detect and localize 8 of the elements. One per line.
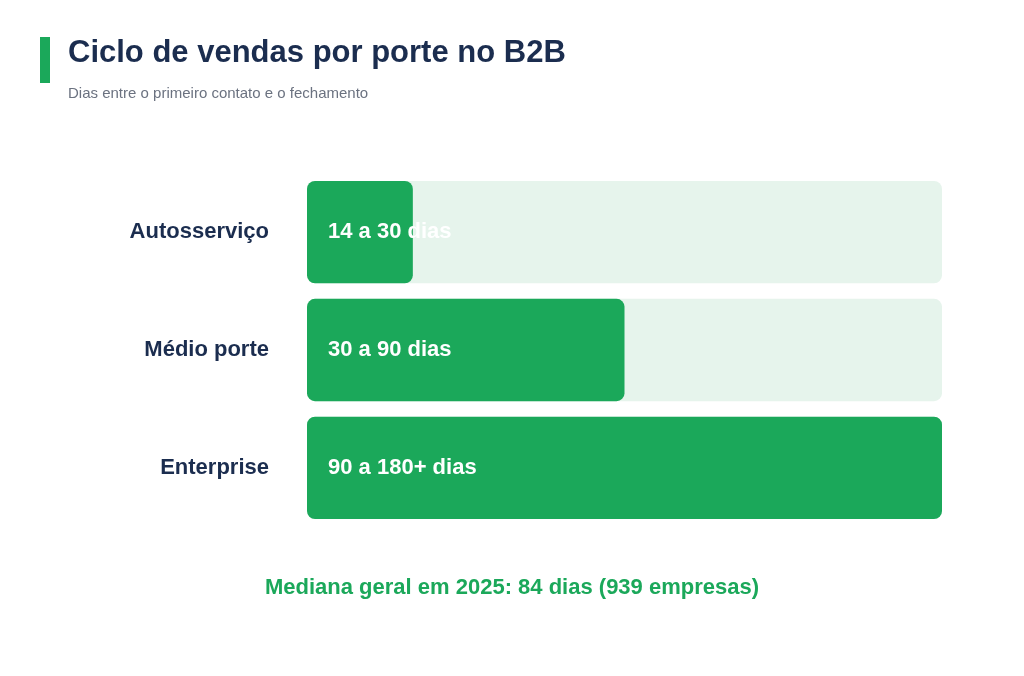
data-label: 30 a 90 dias	[328, 336, 452, 362]
y-tick-label: Médio porte	[144, 336, 269, 362]
data-label: 90 a 180+ dias	[328, 453, 477, 479]
text: Mediana geral em 2025: 84 dias (939 empresas)	[263, 574, 760, 600]
chart-title: Ciclo de vendas por porte no B2B	[68, 34, 566, 70]
y-tick-label: Autosserviço	[129, 218, 269, 244]
y-tick-label: Enterprise	[160, 453, 269, 479]
chart-subtitle: Dias entre o primeiro contato e o fechamento	[68, 84, 369, 101]
